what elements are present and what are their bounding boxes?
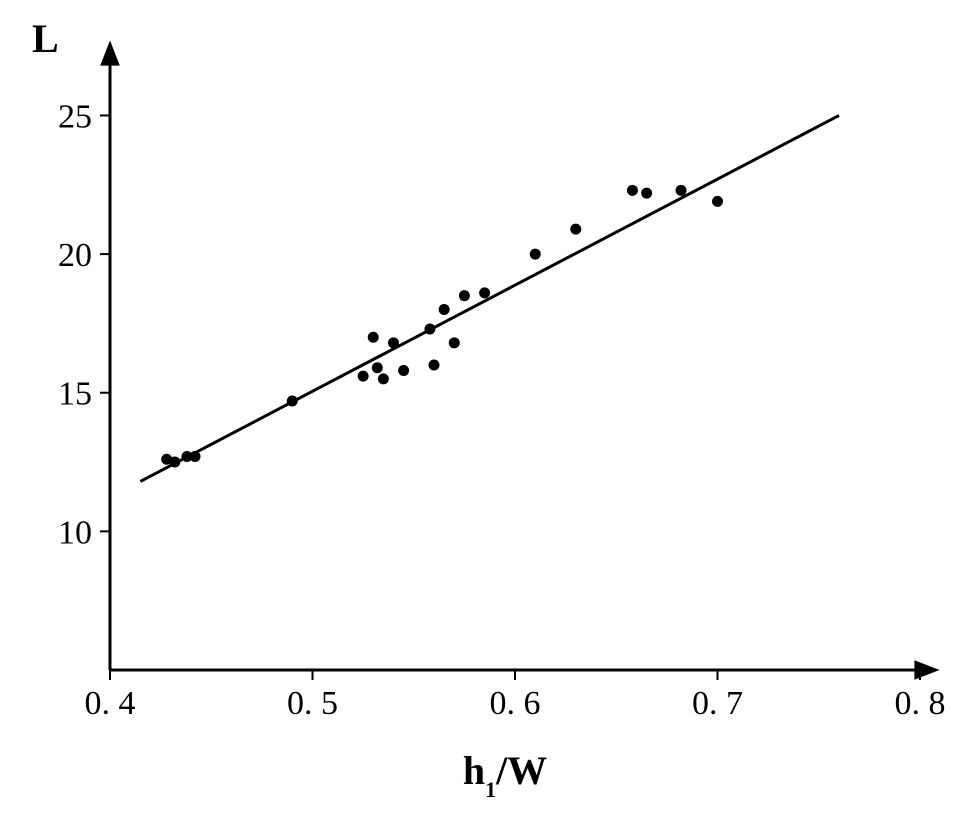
chart-svg: 0. 40. 50. 60. 70. 810152025Lh1/W <box>0 0 956 837</box>
y-tick-label: 15 <box>58 376 92 413</box>
data-point <box>424 323 435 334</box>
data-point <box>398 365 409 376</box>
x-tick-label: 0. 8 <box>895 685 946 722</box>
data-point <box>169 457 180 468</box>
data-point <box>190 451 201 462</box>
data-point <box>570 224 581 235</box>
scatter-chart: 0. 40. 50. 60. 70. 810152025Lh1/W <box>0 0 956 837</box>
x-tick-label: 0. 7 <box>692 685 743 722</box>
data-point <box>641 188 652 199</box>
y-tick-label: 25 <box>58 98 92 135</box>
x-tick-label: 0. 6 <box>490 685 541 722</box>
y-tick-label: 10 <box>58 514 92 551</box>
x-tick-label: 0. 5 <box>287 685 338 722</box>
data-point <box>479 287 490 298</box>
data-point <box>368 332 379 343</box>
y-tick-label: 20 <box>58 237 92 274</box>
data-point <box>378 373 389 384</box>
data-point <box>287 396 298 407</box>
y-axis-title: L <box>32 16 59 61</box>
data-point <box>358 371 369 382</box>
data-point <box>459 290 470 301</box>
data-point <box>372 362 383 373</box>
data-point <box>676 185 687 196</box>
data-point <box>429 360 440 371</box>
x-tick-label: 0. 4 <box>85 685 136 722</box>
data-point <box>712 196 723 207</box>
data-point <box>449 337 460 348</box>
data-point <box>530 249 541 260</box>
data-point <box>627 185 638 196</box>
data-point <box>439 304 450 315</box>
data-point <box>388 337 399 348</box>
